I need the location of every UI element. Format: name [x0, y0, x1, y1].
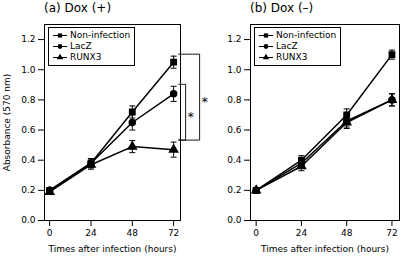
svg-text:1.0: 1.0 — [227, 65, 242, 75]
svg-text:1.2: 1.2 — [227, 34, 241, 44]
svg-text:72: 72 — [168, 228, 179, 238]
svg-text:1.2: 1.2 — [21, 34, 35, 44]
svg-text:0.4: 0.4 — [21, 155, 36, 165]
svg-text:0.2: 0.2 — [21, 185, 35, 195]
svg-text:Times after infection (hours): Times after infection (hours) — [260, 244, 389, 254]
svg-text:*: * — [188, 109, 195, 124]
svg-text:Times after infection (hours): Times after infection (hours) — [47, 244, 176, 254]
html-text:(a) Dox (+): (a) Dox (+) — [44, 1, 112, 15]
svg-text:24: 24 — [296, 228, 308, 238]
svg-text:0.2: 0.2 — [227, 185, 241, 195]
svg-text:0: 0 — [253, 228, 259, 238]
html-text:RUNX3: RUNX3 — [70, 52, 102, 62]
html-text:Non-infection: Non-infection — [276, 30, 337, 40]
svg-text:0.0: 0.0 — [227, 215, 242, 225]
svg-text:Absorbance (570 nm): Absorbance (570 nm) — [2, 74, 12, 172]
svg-text:0.6: 0.6 — [21, 125, 36, 135]
html-text:(b) Dox (–): (b) Dox (–) — [250, 1, 314, 15]
svg-text:48: 48 — [341, 228, 353, 238]
svg-text:0.0: 0.0 — [21, 215, 36, 225]
html-text:RUNX3: RUNX3 — [276, 52, 308, 62]
svg-text:72: 72 — [386, 228, 397, 238]
svg-text:24: 24 — [85, 228, 97, 238]
html-text:LacZ: LacZ — [276, 41, 298, 51]
svg-text:0.8: 0.8 — [21, 95, 36, 105]
svg-text:1.0: 1.0 — [21, 65, 36, 75]
svg-text:48: 48 — [127, 228, 139, 238]
svg-text:0.6: 0.6 — [227, 125, 242, 135]
svg-text:0.8: 0.8 — [227, 95, 242, 105]
svg-text:0: 0 — [47, 228, 53, 238]
svg-text:*: * — [202, 94, 209, 109]
html-text:LacZ: LacZ — [70, 41, 92, 51]
html-text:Non-infection: Non-infection — [70, 30, 131, 40]
svg-text:0.4: 0.4 — [227, 155, 242, 165]
